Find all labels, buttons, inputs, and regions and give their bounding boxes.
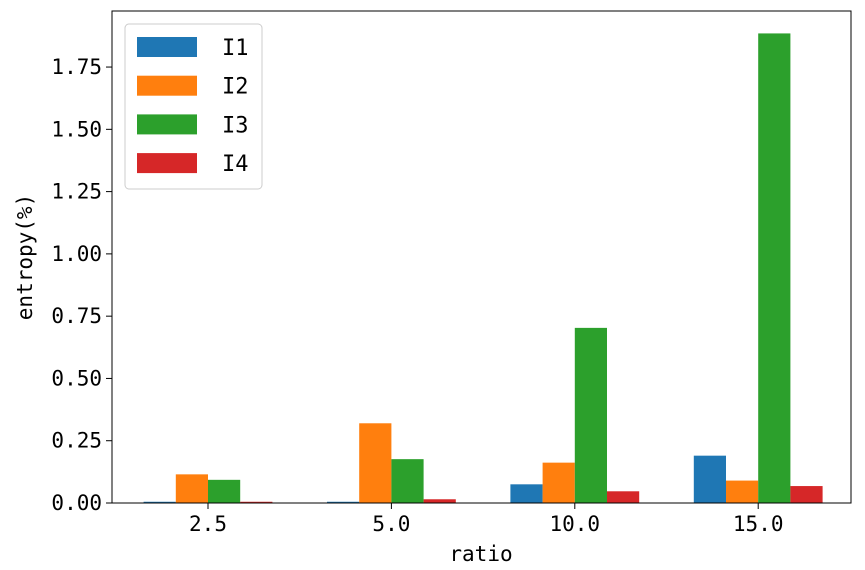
legend-swatch-i1 <box>137 37 197 57</box>
x-tick-label: 10.0 <box>550 512 601 536</box>
bar-i3-15.0 <box>758 33 791 503</box>
x-axis: 2.5 5.0 10.0 15.0 <box>189 503 783 536</box>
y-tick-label: 0.75 <box>51 304 102 328</box>
y-tick-label: 0.25 <box>51 429 102 453</box>
bar-i2-15.0 <box>726 480 759 503</box>
legend-swatch-i2 <box>137 75 197 96</box>
bar-i2-10.0 <box>542 462 575 503</box>
legend-label-i1: I1 <box>222 36 249 61</box>
bar-i3-5.0 <box>391 459 424 503</box>
bar-i4-2.5 <box>240 501 273 503</box>
x-tick-label: 2.5 <box>189 512 227 536</box>
legend-label-i2: I2 <box>222 75 249 100</box>
bar-i4-10.0 <box>607 491 640 503</box>
bar-i1-5.0 <box>327 501 360 503</box>
y-tick-label: 0.50 <box>51 366 102 390</box>
y-tick-label: 1.50 <box>51 117 102 141</box>
x-tick-label: 5.0 <box>372 512 410 536</box>
bar-i1-10.0 <box>510 484 543 503</box>
y-axis: 0.00 0.25 0.50 0.75 1.00 1.25 1.50 1.75 <box>51 55 112 515</box>
legend-label-i4: I4 <box>222 152 249 177</box>
legend: I1 I2 I3 I4 <box>124 23 263 190</box>
legend-swatch-i3 <box>137 114 197 135</box>
y-tick-label: 1.25 <box>51 180 102 204</box>
legend-swatch-i4 <box>137 153 197 174</box>
bar-i1-2.5 <box>143 501 176 503</box>
x-axis-title: ratio <box>449 542 512 566</box>
legend-box <box>124 23 263 190</box>
bar-i3-2.5 <box>208 479 241 503</box>
bars-group <box>143 33 823 503</box>
bar-i1-15.0 <box>693 455 726 503</box>
legend-label-i3: I3 <box>222 113 249 138</box>
y-tick-label: 0.00 <box>51 491 102 515</box>
bar-i2-5.0 <box>359 423 392 503</box>
plot-frame <box>111 10 852 504</box>
bar-i4-5.0 <box>423 499 456 503</box>
y-tick-label: 1.75 <box>51 55 102 79</box>
x-tick-label: 15.0 <box>733 512 784 536</box>
y-tick-label: 1.00 <box>51 242 102 266</box>
bar-i3-10.0 <box>574 327 607 503</box>
bar-i4-15.0 <box>790 486 823 503</box>
y-axis-title: entropy(%) <box>13 194 37 320</box>
bar-i2-2.5 <box>175 474 208 503</box>
